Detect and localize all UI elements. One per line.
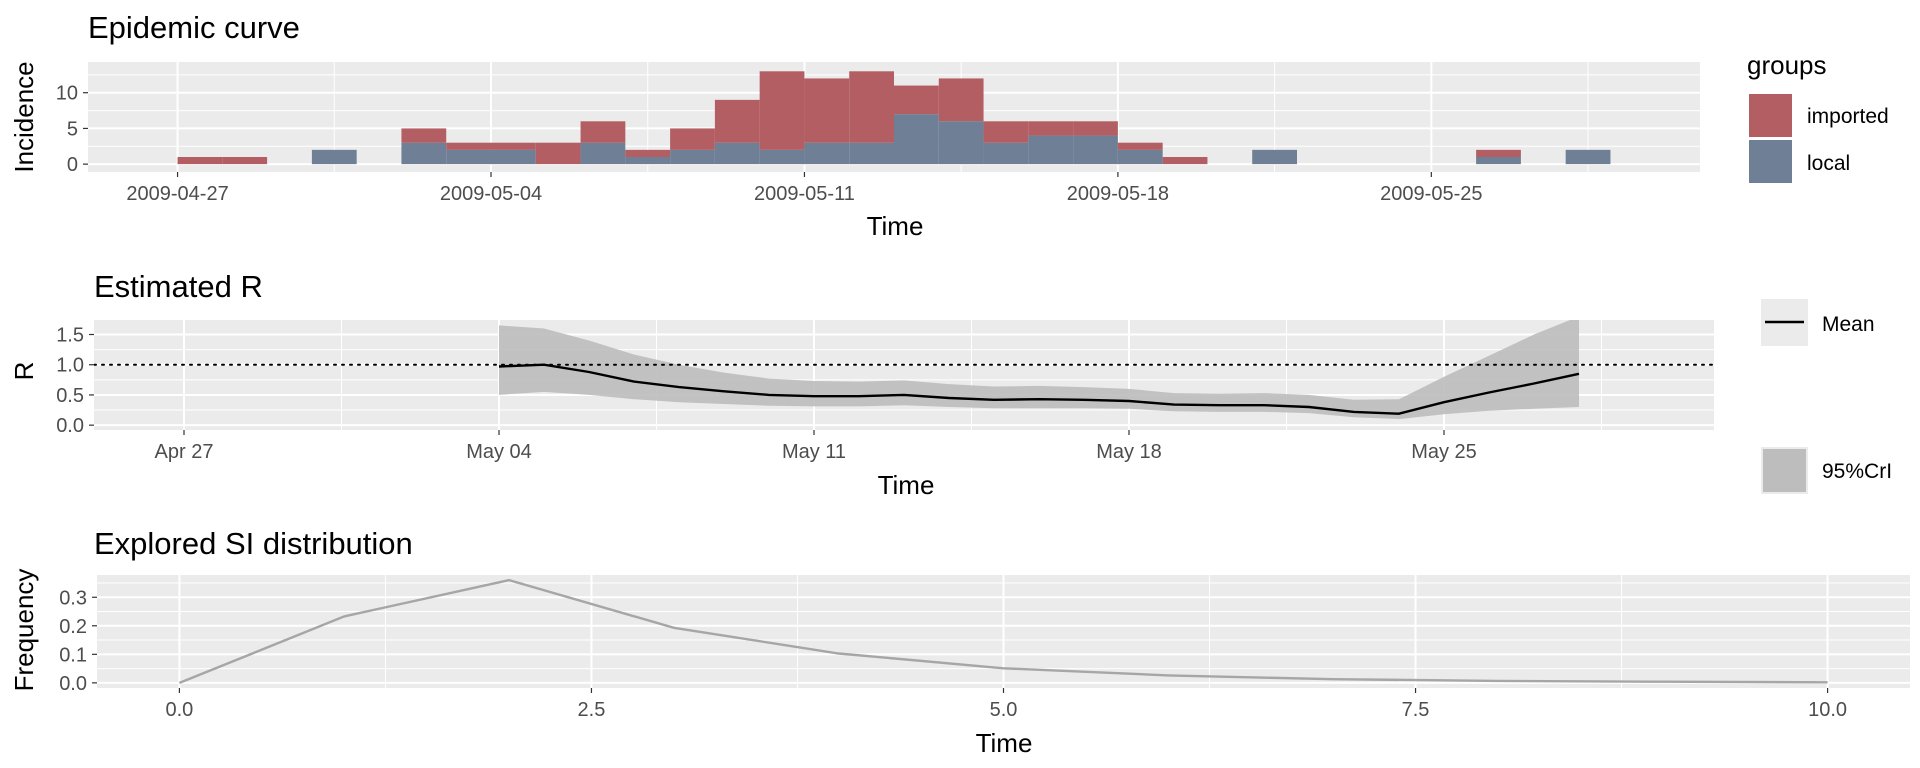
estimated-r-mean-line [498, 363, 1580, 415]
epicurve-bar-local [1073, 135, 1118, 165]
si-title: Explored SI distribution [94, 526, 413, 561]
epicurve-bar-imported [625, 149, 671, 157]
si-x-axis-title: Time [976, 728, 1033, 758]
epicurve-bar-local [804, 142, 850, 165]
si-x-tick-label: 2.5 [578, 699, 606, 721]
epicurve-bar-imported [1476, 149, 1521, 157]
epicurve-bar-imported [938, 78, 984, 122]
epicurve-x-tick-label: 2009-04-27 [126, 183, 228, 205]
si-y-axis-title: Frequency [9, 569, 39, 692]
epicurve-bar-local [894, 114, 939, 165]
epicurve-bar-imported [446, 142, 491, 150]
si-panel: Explored SI distribution Frequency Time … [9, 526, 1910, 758]
legend-label-local: local [1807, 152, 1850, 175]
estimated-r-y-axis-title: R [9, 362, 39, 381]
epicurve-bar-local [446, 149, 491, 165]
epicurve-bar-local [1252, 149, 1297, 165]
si-y-tick-label: 0.3 [59, 587, 87, 609]
epicurve-x-tick-label: 2009-05-18 [1067, 183, 1169, 205]
si-x-tick-label: 5.0 [990, 699, 1018, 721]
estimated-r-title: Estimated R [94, 269, 263, 304]
estimated-r-clipped [94, 320, 1714, 420]
epicurve-bar-local [759, 149, 805, 165]
epicurve-bar-imported [983, 121, 1029, 143]
epicurve-panel: Epidemic curve Incidence Time 0 5 10 2009-0… [9, 10, 1889, 241]
epicurve-bar-imported [580, 121, 626, 143]
legend-label-imported: imported [1807, 105, 1889, 128]
estimated-r-x-tick-label: May 11 [782, 441, 846, 463]
estimated-r-x-axis-title: Time [878, 470, 935, 500]
epicurve-y-tick-label: 5 [67, 118, 78, 140]
epicurve-bar-imported [1162, 157, 1208, 165]
epicurve-bar-local [1476, 157, 1521, 165]
epicurve-bar-imported [804, 78, 850, 143]
epicurve-bar-imported [714, 99, 760, 143]
epicurve-y-axis-title: Incidence [9, 61, 39, 172]
legend-label-crI: 95%CrI [1822, 460, 1892, 483]
si-distribution-line [178, 578, 1828, 685]
epicurve-x-tick-label: 2009-05-04 [440, 183, 542, 205]
epicurve-bar-imported [849, 71, 894, 143]
legend-key-local [1749, 140, 1792, 183]
estimated-r-x-tick-label: May 25 [1411, 441, 1477, 463]
epicurve-bar-local [670, 149, 715, 165]
estimated-r-y-tick-label: 1.0 [56, 355, 84, 377]
epicurve-x-tick-label: 2009-05-25 [1380, 183, 1482, 205]
epicurve-y-tick-label: 10 [56, 83, 78, 105]
epicurve-bar-imported [894, 85, 939, 115]
legend-key-crI [1763, 449, 1806, 492]
si-plot: 0.0 0.1 0.2 0.3 0.0 2.5 5.0 7.5 10.0 [59, 575, 1910, 721]
epicurve-bar-imported [401, 128, 447, 143]
epicurve-x-tick-label: 2009-05-11 [754, 183, 855, 205]
epicurve-bar-imported [177, 157, 223, 165]
estimated-r-plot: 0.0 0.5 1.0 1.5 Apr 27 May 04 May 11 May 18 May … [56, 320, 1714, 463]
epicurve-bar-local [1565, 149, 1611, 165]
epicurve-bar-imported [535, 142, 581, 165]
epicurve-bar-local [714, 142, 760, 165]
estimated-r-x-tick-label: May 18 [1096, 441, 1162, 463]
epicurve-bar-imported [759, 71, 805, 150]
epicurve-bar-local [938, 121, 984, 165]
si-y-tick-label: 0.2 [59, 616, 87, 638]
si-x-tick-label: 0.0 [166, 699, 194, 721]
estimated-r-y-tick-label: 0.5 [56, 385, 84, 407]
epicurve-bar-imported [1117, 142, 1163, 150]
epicurve-bar-local [580, 142, 626, 165]
epicurve-bar-local [1117, 149, 1163, 165]
legend-label-mean: Mean [1822, 313, 1875, 336]
estimated-r-y-tick-label: 1.5 [56, 325, 84, 347]
estimated-r-x-tick-label: May 04 [466, 441, 532, 463]
legend-groups-title: groups [1747, 50, 1827, 80]
si-y-tick-label: 0.1 [59, 644, 87, 666]
epicurve-bar-local [491, 149, 536, 165]
epicurve-bar-local [983, 142, 1029, 165]
si-y-tick-label: 0.0 [59, 673, 87, 695]
epicurve-bar-imported [491, 142, 536, 150]
estimated-r-panel: Estimated R R Time 0.0 0.5 1.0 1.5 Apr 27 May… [9, 269, 1892, 500]
legend-key-imported [1749, 94, 1792, 137]
epicurve-bar-local [625, 157, 671, 165]
epicurve-bar-local [401, 142, 447, 165]
epicurve-bar-imported [670, 128, 715, 150]
epicurve-title: Epidemic curve [88, 10, 300, 45]
epicurve-bar-imported [1028, 121, 1074, 136]
si-x-tick-label: 10.0 [1808, 699, 1847, 721]
estimated-r-y-tick-label: 0.0 [56, 415, 84, 437]
epicurve-x-axis-title: Time [867, 211, 924, 241]
epicurve-bar-local [311, 149, 357, 165]
epicurve-bar-imported [1073, 121, 1118, 136]
epicurve-bar-local [849, 142, 894, 165]
estimated-r-x-tick-label: Apr 27 [155, 441, 214, 463]
epicurve-bar-imported [222, 157, 268, 165]
epicurve-plot: 0 5 10 2009-04-27 2009-05-04 2009-05-11 2009-0… [56, 62, 1700, 205]
epicurve-y-tick-label: 0 [67, 154, 78, 176]
epicurve-bar-local [1028, 135, 1074, 165]
si-x-tick-label: 7.5 [1402, 699, 1430, 721]
